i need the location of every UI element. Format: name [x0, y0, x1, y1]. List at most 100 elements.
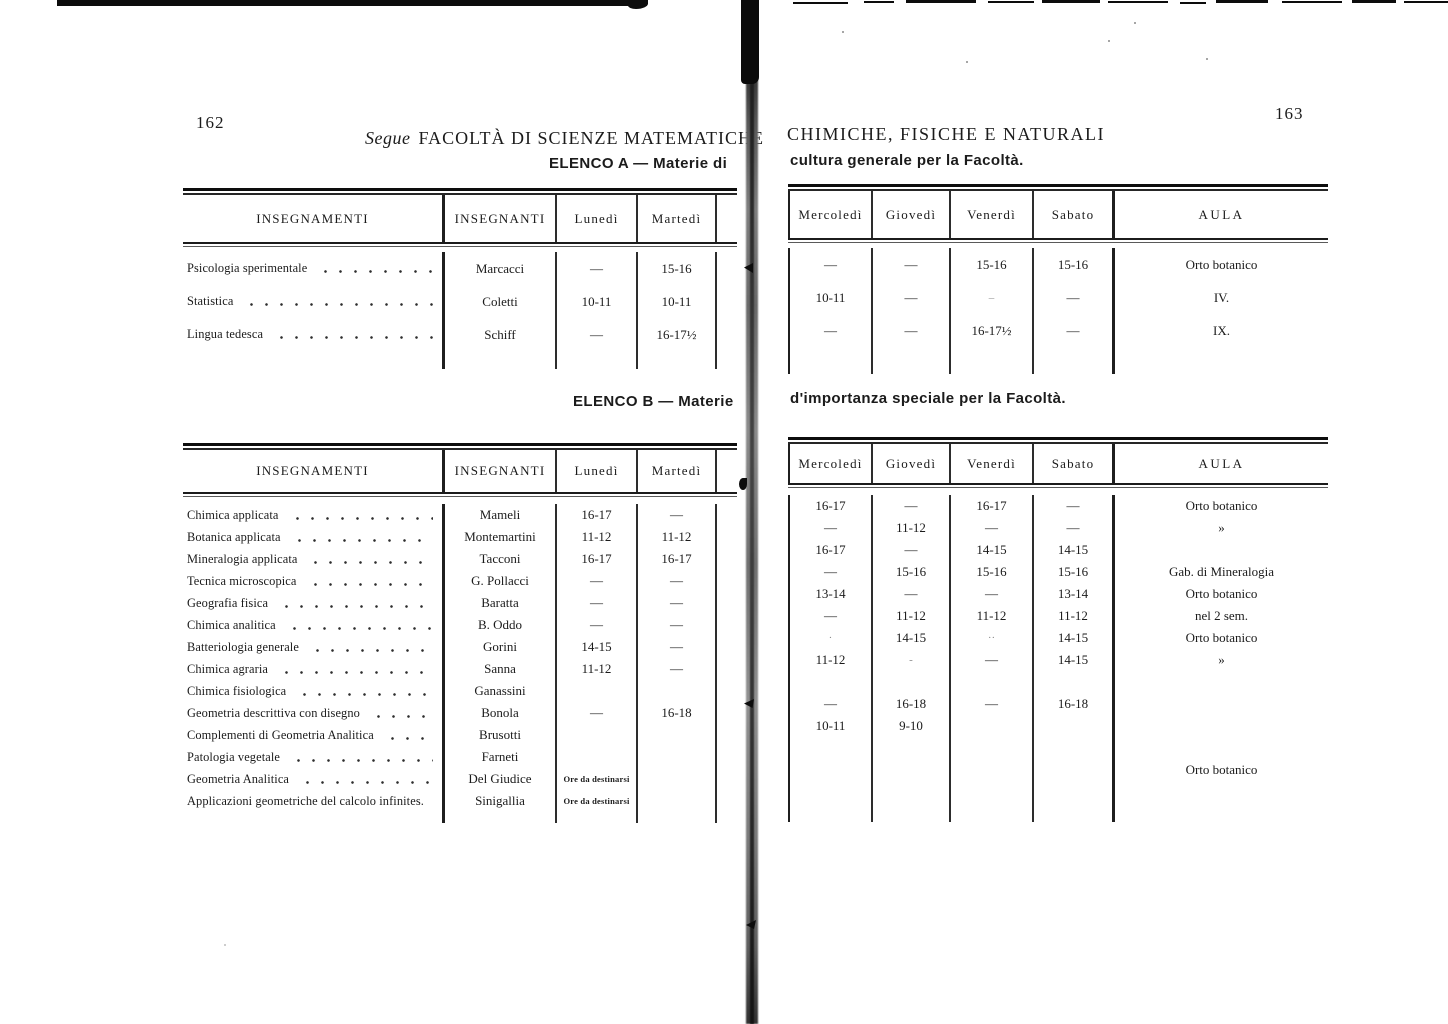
table-cell: Geografia fisica — [183, 592, 445, 614]
left-page-title: Segue FACOLTÀ DI SCIENZE MATEMATICHE — [365, 128, 764, 149]
table-cell: 15-16 — [1034, 561, 1115, 583]
table-cell: 10-11 — [788, 281, 873, 314]
table-row — [788, 671, 1328, 693]
table-cell — [951, 715, 1034, 737]
table-cell: Gorini — [445, 636, 557, 658]
table-cell: 16-17½ — [638, 318, 717, 351]
table-cell: - — [873, 649, 951, 671]
table-tail — [788, 803, 1328, 822]
table-cell: Chimica analitica — [183, 614, 445, 636]
table-cell: 16-17 — [788, 495, 873, 517]
table-cell: 14-15 — [1034, 539, 1115, 561]
table-row: 10-11 9-10 — [788, 715, 1328, 737]
table-row: Psicologia sperimentale Marcacci —15-16 — [183, 252, 737, 285]
table-cell: » — [1218, 520, 1225, 535]
table-cell: Tecnica microscopica — [183, 570, 445, 592]
table-cell — [1034, 781, 1115, 803]
table-cell — [873, 759, 951, 781]
binding-gutter-cap — [741, 0, 759, 84]
table-elenco-b-left: INSEGNAMENTI INSEGNANTI Lunedì Martedì Chim… — [183, 443, 737, 823]
table-cell: 14-15 — [557, 636, 638, 658]
table-header-row: Mercoledì Giovedì Venerdì Sabato AULA — [788, 191, 1328, 238]
right-page-title: CHIMICHE, FISICHE E NATURALI — [787, 124, 1105, 144]
table-body: Psicologia sperimentale Marcacci —15-16 Sta… — [183, 247, 737, 351]
table-cell: 10-11 — [557, 285, 638, 318]
scan-artifact — [1108, 1, 1168, 3]
table-cell: Bonola — [445, 702, 557, 724]
table-cell: Coletti — [445, 285, 557, 318]
table-cell: — — [638, 592, 717, 614]
column-header: Martedì — [638, 450, 717, 492]
table-cell: Chimica agraria — [183, 658, 445, 680]
table-cell: 10-11 — [788, 715, 873, 737]
column-header: INSEGNANTI — [445, 450, 557, 492]
table-row: —11-12 11-12 11-12 nel 2 sem. — [788, 605, 1328, 627]
table-cell — [1115, 671, 1328, 693]
table-cell: — — [951, 583, 1034, 605]
table-cell: — — [1034, 495, 1115, 517]
table-cell: 15-16 — [873, 561, 951, 583]
column-header: Sabato — [1034, 444, 1115, 483]
table-cell: Orto botanico — [1185, 586, 1258, 601]
table-cell: Lingua tedesca — [183, 318, 445, 351]
table-cell — [638, 680, 717, 702]
table-cell: IV. — [1213, 289, 1230, 305]
table-cell: — — [638, 658, 717, 680]
table-cell: Psicologia sperimentale — [183, 252, 445, 285]
table-cell — [951, 781, 1034, 803]
table-cell: 15-16 — [951, 248, 1034, 281]
subject-label: Mineralogia applicata — [187, 551, 298, 566]
table-cell: — — [557, 252, 638, 285]
table-cell: Orto botanico — [1185, 762, 1258, 777]
table-cell — [951, 737, 1034, 759]
scan-artifact — [628, 0, 648, 9]
dot-leader — [290, 758, 433, 762]
subject-label: Batteriologia generale — [187, 639, 299, 654]
table-row: — —16-17½ — IX. — [788, 314, 1328, 347]
table-cell — [788, 781, 873, 803]
table-cell — [873, 671, 951, 693]
table-cell: Sinigallia — [445, 790, 557, 812]
table-cell: — — [788, 693, 873, 715]
table-cell: Statistica — [183, 285, 445, 318]
table-row: 13-14— —13-14 Orto botanico — [788, 583, 1328, 605]
table-cell: 11-12 — [1034, 605, 1115, 627]
subject-label: Patologia vegetale — [187, 749, 280, 764]
table-cell: — — [638, 614, 717, 636]
table-cell: — — [873, 248, 951, 281]
table-cell: 11-12 — [873, 517, 951, 539]
table-cell: — — [557, 614, 638, 636]
column-header: Giovedì — [873, 191, 951, 238]
column-header: Lunedì — [557, 450, 638, 492]
table-cell: Botanica applicata — [183, 526, 445, 548]
subject-label: Geometria descrittiva con disegno — [187, 705, 360, 720]
dot-leader — [291, 538, 433, 542]
dot-leader — [370, 714, 433, 718]
column-header: INSEGNANTI — [445, 195, 557, 242]
table-header-row: INSEGNAMENTI INSEGNANTI Lunedì Martedì — [183, 195, 737, 242]
table-cell: Sanna — [445, 658, 557, 680]
table-cell — [557, 680, 638, 702]
column-header: Venerdì — [951, 191, 1034, 238]
dot-leader — [286, 626, 433, 630]
table-cell: — — [873, 495, 951, 517]
scan-artifact — [1216, 0, 1268, 3]
table-row: Batteriologia generale Gorini 14-15— — [183, 636, 737, 658]
column-header: Martedì — [638, 195, 717, 242]
dot-leader — [279, 604, 433, 608]
table-cell: Patologia vegetale — [183, 746, 445, 768]
table-cell: » — [1218, 652, 1225, 667]
dot-leader — [318, 270, 433, 273]
table-top-rule — [788, 184, 1328, 191]
column-header: INSEGNAMENTI — [183, 195, 445, 242]
table-header-row: Mercoledì Giovedì Venerdì Sabato AULA — [788, 444, 1328, 483]
table-cell — [951, 759, 1034, 781]
scan-artifact — [1180, 2, 1206, 4]
table-cell — [788, 759, 873, 781]
table-cell: Schiff — [445, 318, 557, 351]
table-tail — [183, 351, 737, 369]
table-cell: Mameli — [445, 504, 557, 526]
table-cell: — — [638, 636, 717, 658]
table-cell — [638, 768, 717, 790]
subject-label: Statistica — [187, 294, 234, 308]
